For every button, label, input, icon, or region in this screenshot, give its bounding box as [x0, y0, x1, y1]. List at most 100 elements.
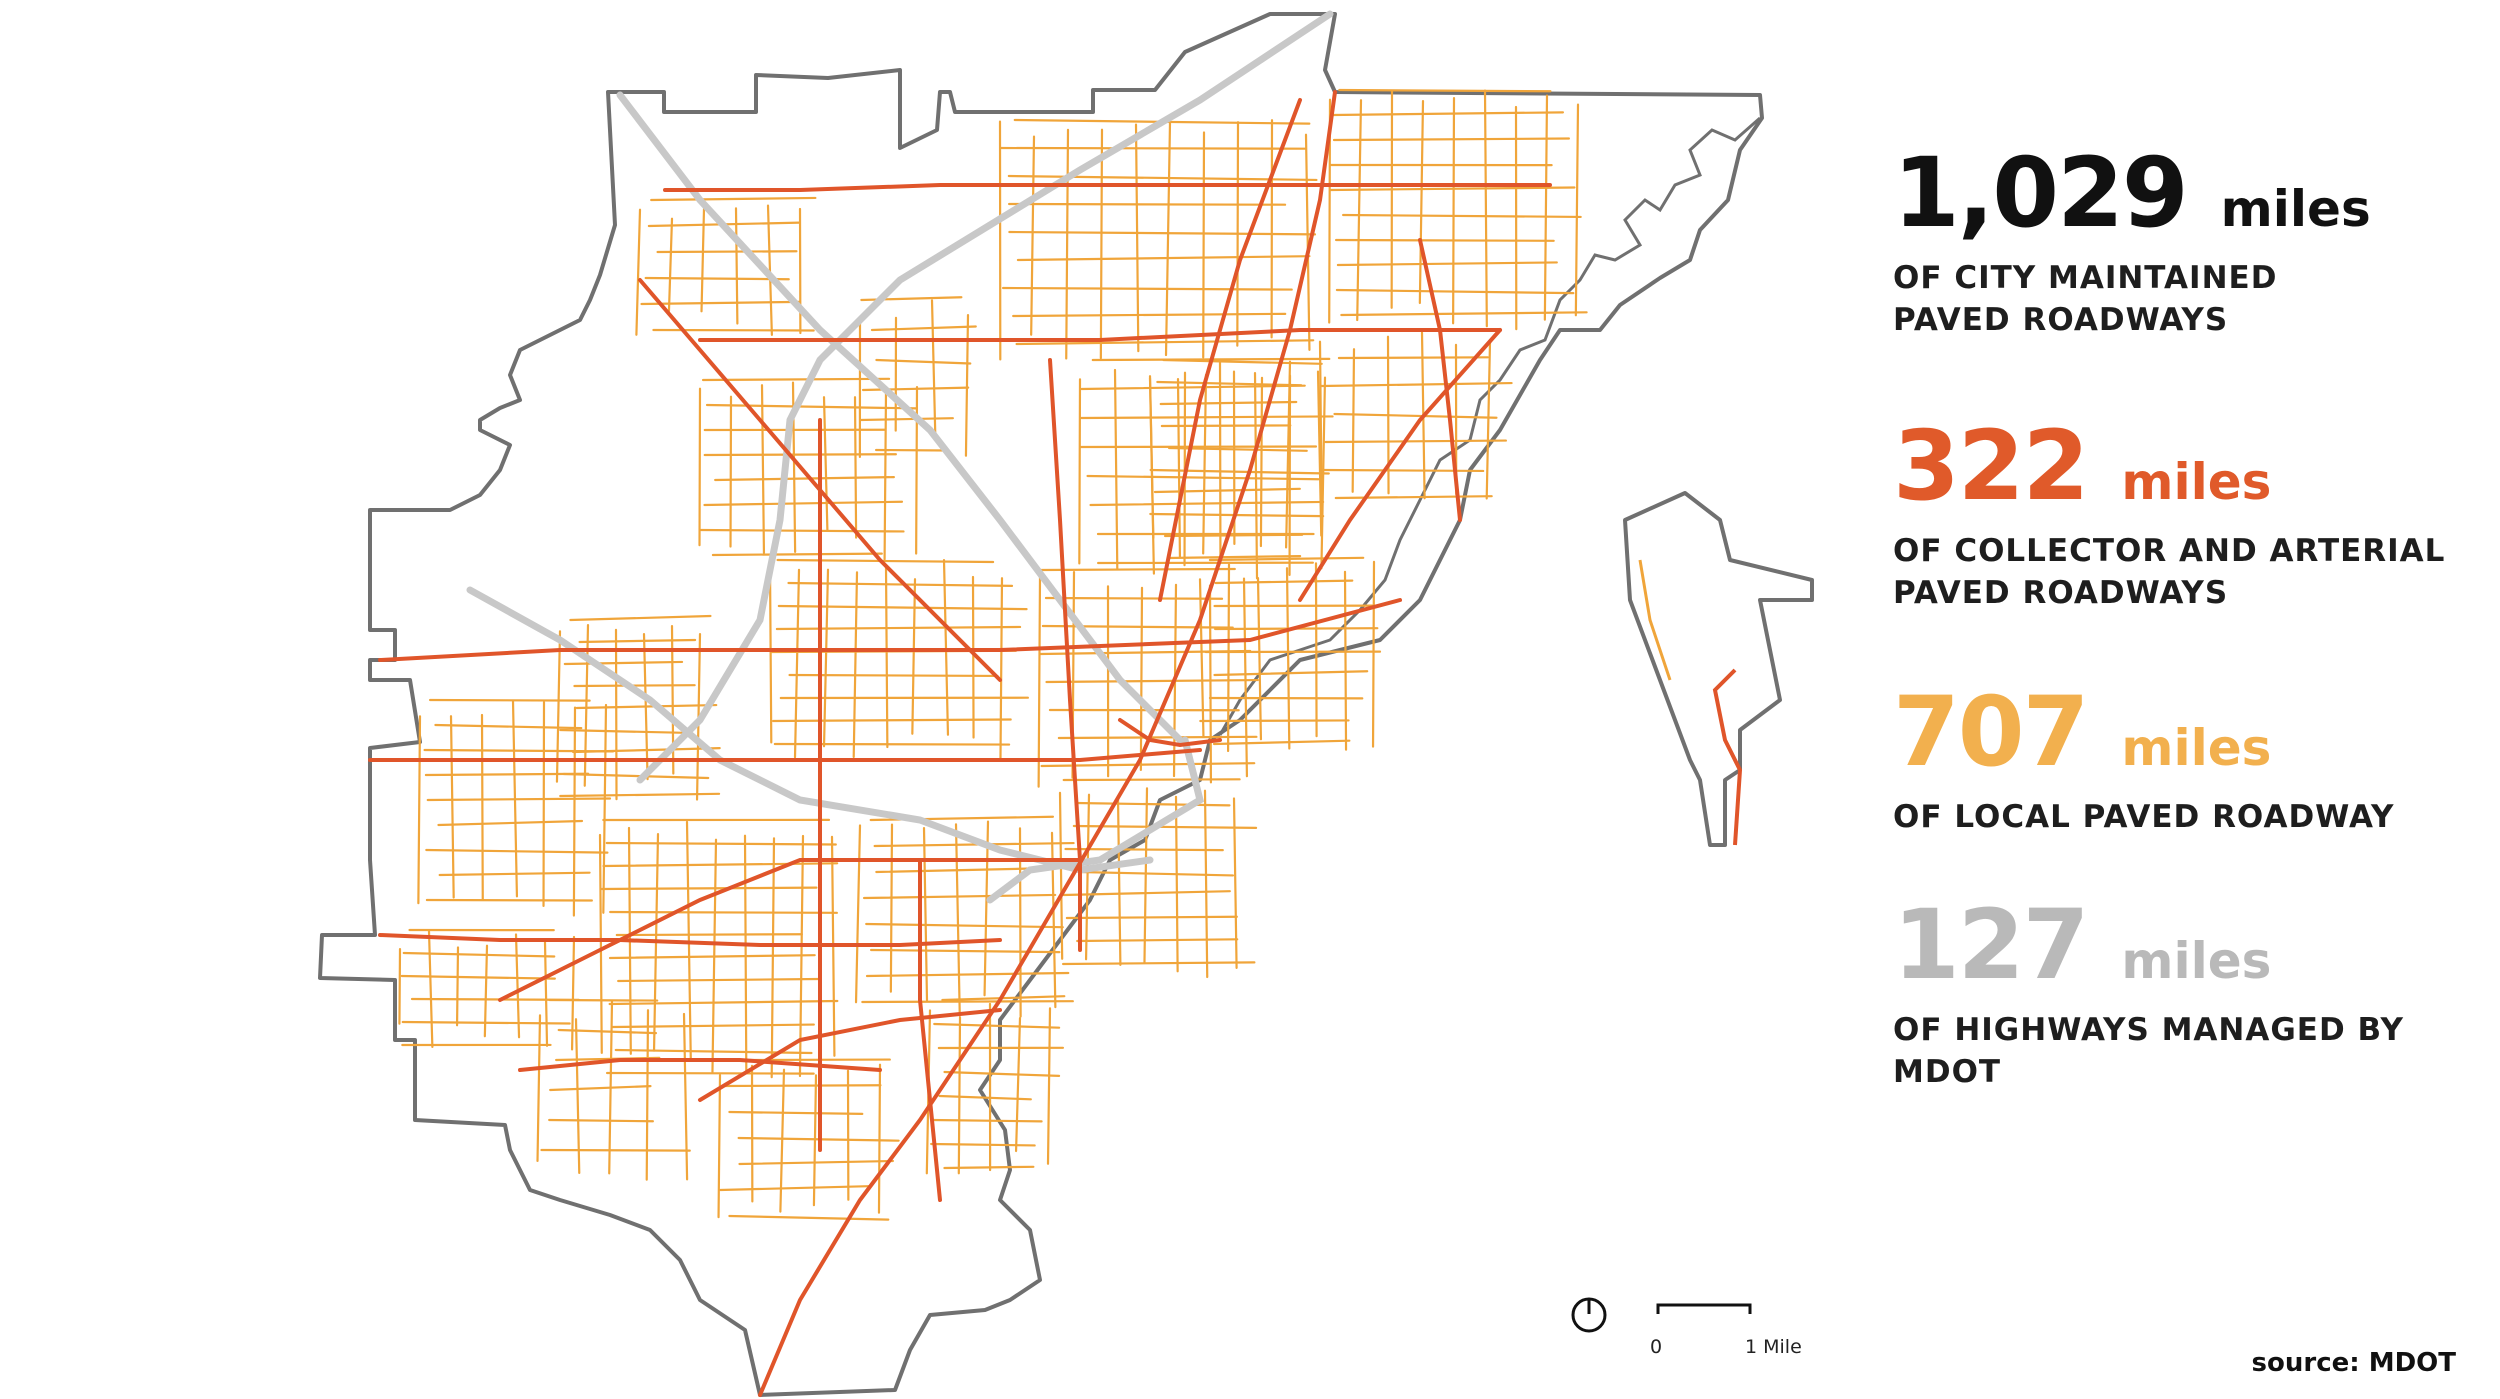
parcel-arterial-road: [1712, 668, 1743, 846]
local-road: [426, 797, 612, 802]
local-road: [911, 578, 917, 735]
local-road: [1335, 238, 1555, 242]
local-road: [645, 1009, 650, 1181]
stat-value: 1,029: [1893, 137, 2189, 249]
local-road: [954, 823, 961, 1017]
local-road: [1284, 360, 1292, 549]
local-road: [615, 933, 803, 937]
stat-local-roadway: 707 miles OF LOCAL PAVED ROADWAY: [1893, 684, 2394, 838]
stat-unit: miles: [2121, 932, 2272, 990]
local-road: [605, 1071, 815, 1075]
local-road: [875, 358, 972, 365]
local-road: [1226, 563, 1231, 753]
local-road: [734, 207, 739, 325]
local-road: [1335, 288, 1575, 295]
stat-value: 127: [1893, 889, 2089, 1001]
source-credit: source: MDOT: [2251, 1348, 2456, 1378]
arterial-road: [498, 858, 1082, 1002]
local-road: [854, 824, 862, 1004]
local-road: [1174, 795, 1179, 973]
local-road: [1336, 261, 1558, 267]
local-road: [930, 1142, 1036, 1147]
local-road: [999, 146, 1307, 150]
local-road: [999, 577, 1004, 761]
local-road: [722, 1084, 882, 1088]
local-road: [1332, 137, 1570, 142]
local-road: [514, 933, 521, 1039]
stat-description: OF CITY MAINTAINED PAVED ROADWAYS: [1893, 260, 2278, 338]
arterial-road: [758, 90, 1337, 1397]
local-road: [1116, 796, 1122, 966]
local-road: [1064, 847, 1224, 852]
local-road: [483, 944, 489, 1038]
local-road: [701, 377, 891, 382]
local-road: [703, 453, 897, 457]
local-road: [543, 941, 549, 1047]
local-road: [1316, 370, 1323, 537]
local-road: [931, 1118, 1043, 1123]
local-road: [1065, 915, 1238, 920]
local-road: [1386, 335, 1390, 495]
local-road: [1044, 596, 1224, 600]
local-road: [1320, 381, 1513, 388]
local-road: [1333, 412, 1498, 419]
local-road: [1001, 286, 1293, 291]
local-road: [1483, 89, 1488, 328]
local-road: [971, 575, 975, 739]
local-road: [602, 862, 839, 868]
local-road: [1256, 577, 1263, 741]
local-road: [957, 1016, 962, 1175]
city-boundary: [318, 12, 1764, 1397]
arterial-road: [698, 1008, 1002, 1102]
local-road: [1113, 368, 1119, 571]
local-road: [1014, 1016, 1022, 1153]
local-road: [614, 628, 618, 801]
local-road: [1080, 415, 1334, 420]
local-road: [570, 935, 576, 1051]
highway: [636, 10, 1334, 784]
stat-total-roadways: 1,029 miles OF CITY MAINTAINED PAVED ROAD…: [1893, 145, 2371, 341]
arterial-road: [1048, 358, 1082, 952]
local-road: [1084, 793, 1091, 961]
local-road: [1334, 495, 1493, 500]
local-road: [1046, 1007, 1052, 1165]
local-road: [943, 1070, 1061, 1078]
arterial-road: [1298, 328, 1502, 602]
stat-unit: miles: [2121, 453, 2272, 511]
local-road: [559, 792, 721, 798]
local-road: [1030, 135, 1036, 336]
local-road: [930, 299, 937, 436]
local-road: [600, 886, 818, 891]
local-road: [1086, 474, 1320, 481]
north-arrow-icon: [1571, 1297, 1607, 1333]
local-road: [1418, 99, 1425, 305]
local-road: [1078, 378, 1082, 565]
local-road: [889, 823, 894, 993]
river-boundary: [1218, 116, 1761, 736]
local-road: [1162, 358, 1323, 365]
arterial-road: [918, 858, 942, 1202]
stat-description: OF HIGHWAYS MANAGED BY MDOT: [1893, 1012, 2404, 1090]
local-road: [602, 703, 608, 914]
local-road: [605, 841, 837, 846]
local-road: [434, 723, 583, 730]
local-road: [766, 204, 773, 336]
local-road: [1236, 121, 1240, 347]
local-road: [922, 826, 929, 1002]
local-road: [1134, 123, 1140, 353]
local-road: [1164, 121, 1172, 357]
stat-value: 322: [1893, 410, 2089, 522]
local-road: [711, 838, 718, 1074]
local-road: [563, 660, 684, 666]
local-road: [743, 834, 748, 1073]
local-road: [437, 819, 584, 827]
local-road: [773, 742, 1011, 746]
local-road: [1057, 735, 1258, 740]
local-road: [1008, 202, 1287, 206]
local-road: [798, 834, 805, 1078]
local-road: [1208, 556, 1365, 562]
local-road: [915, 386, 919, 555]
local-road: [699, 528, 905, 533]
local-road: [1143, 787, 1149, 965]
local-road: [455, 946, 460, 1027]
